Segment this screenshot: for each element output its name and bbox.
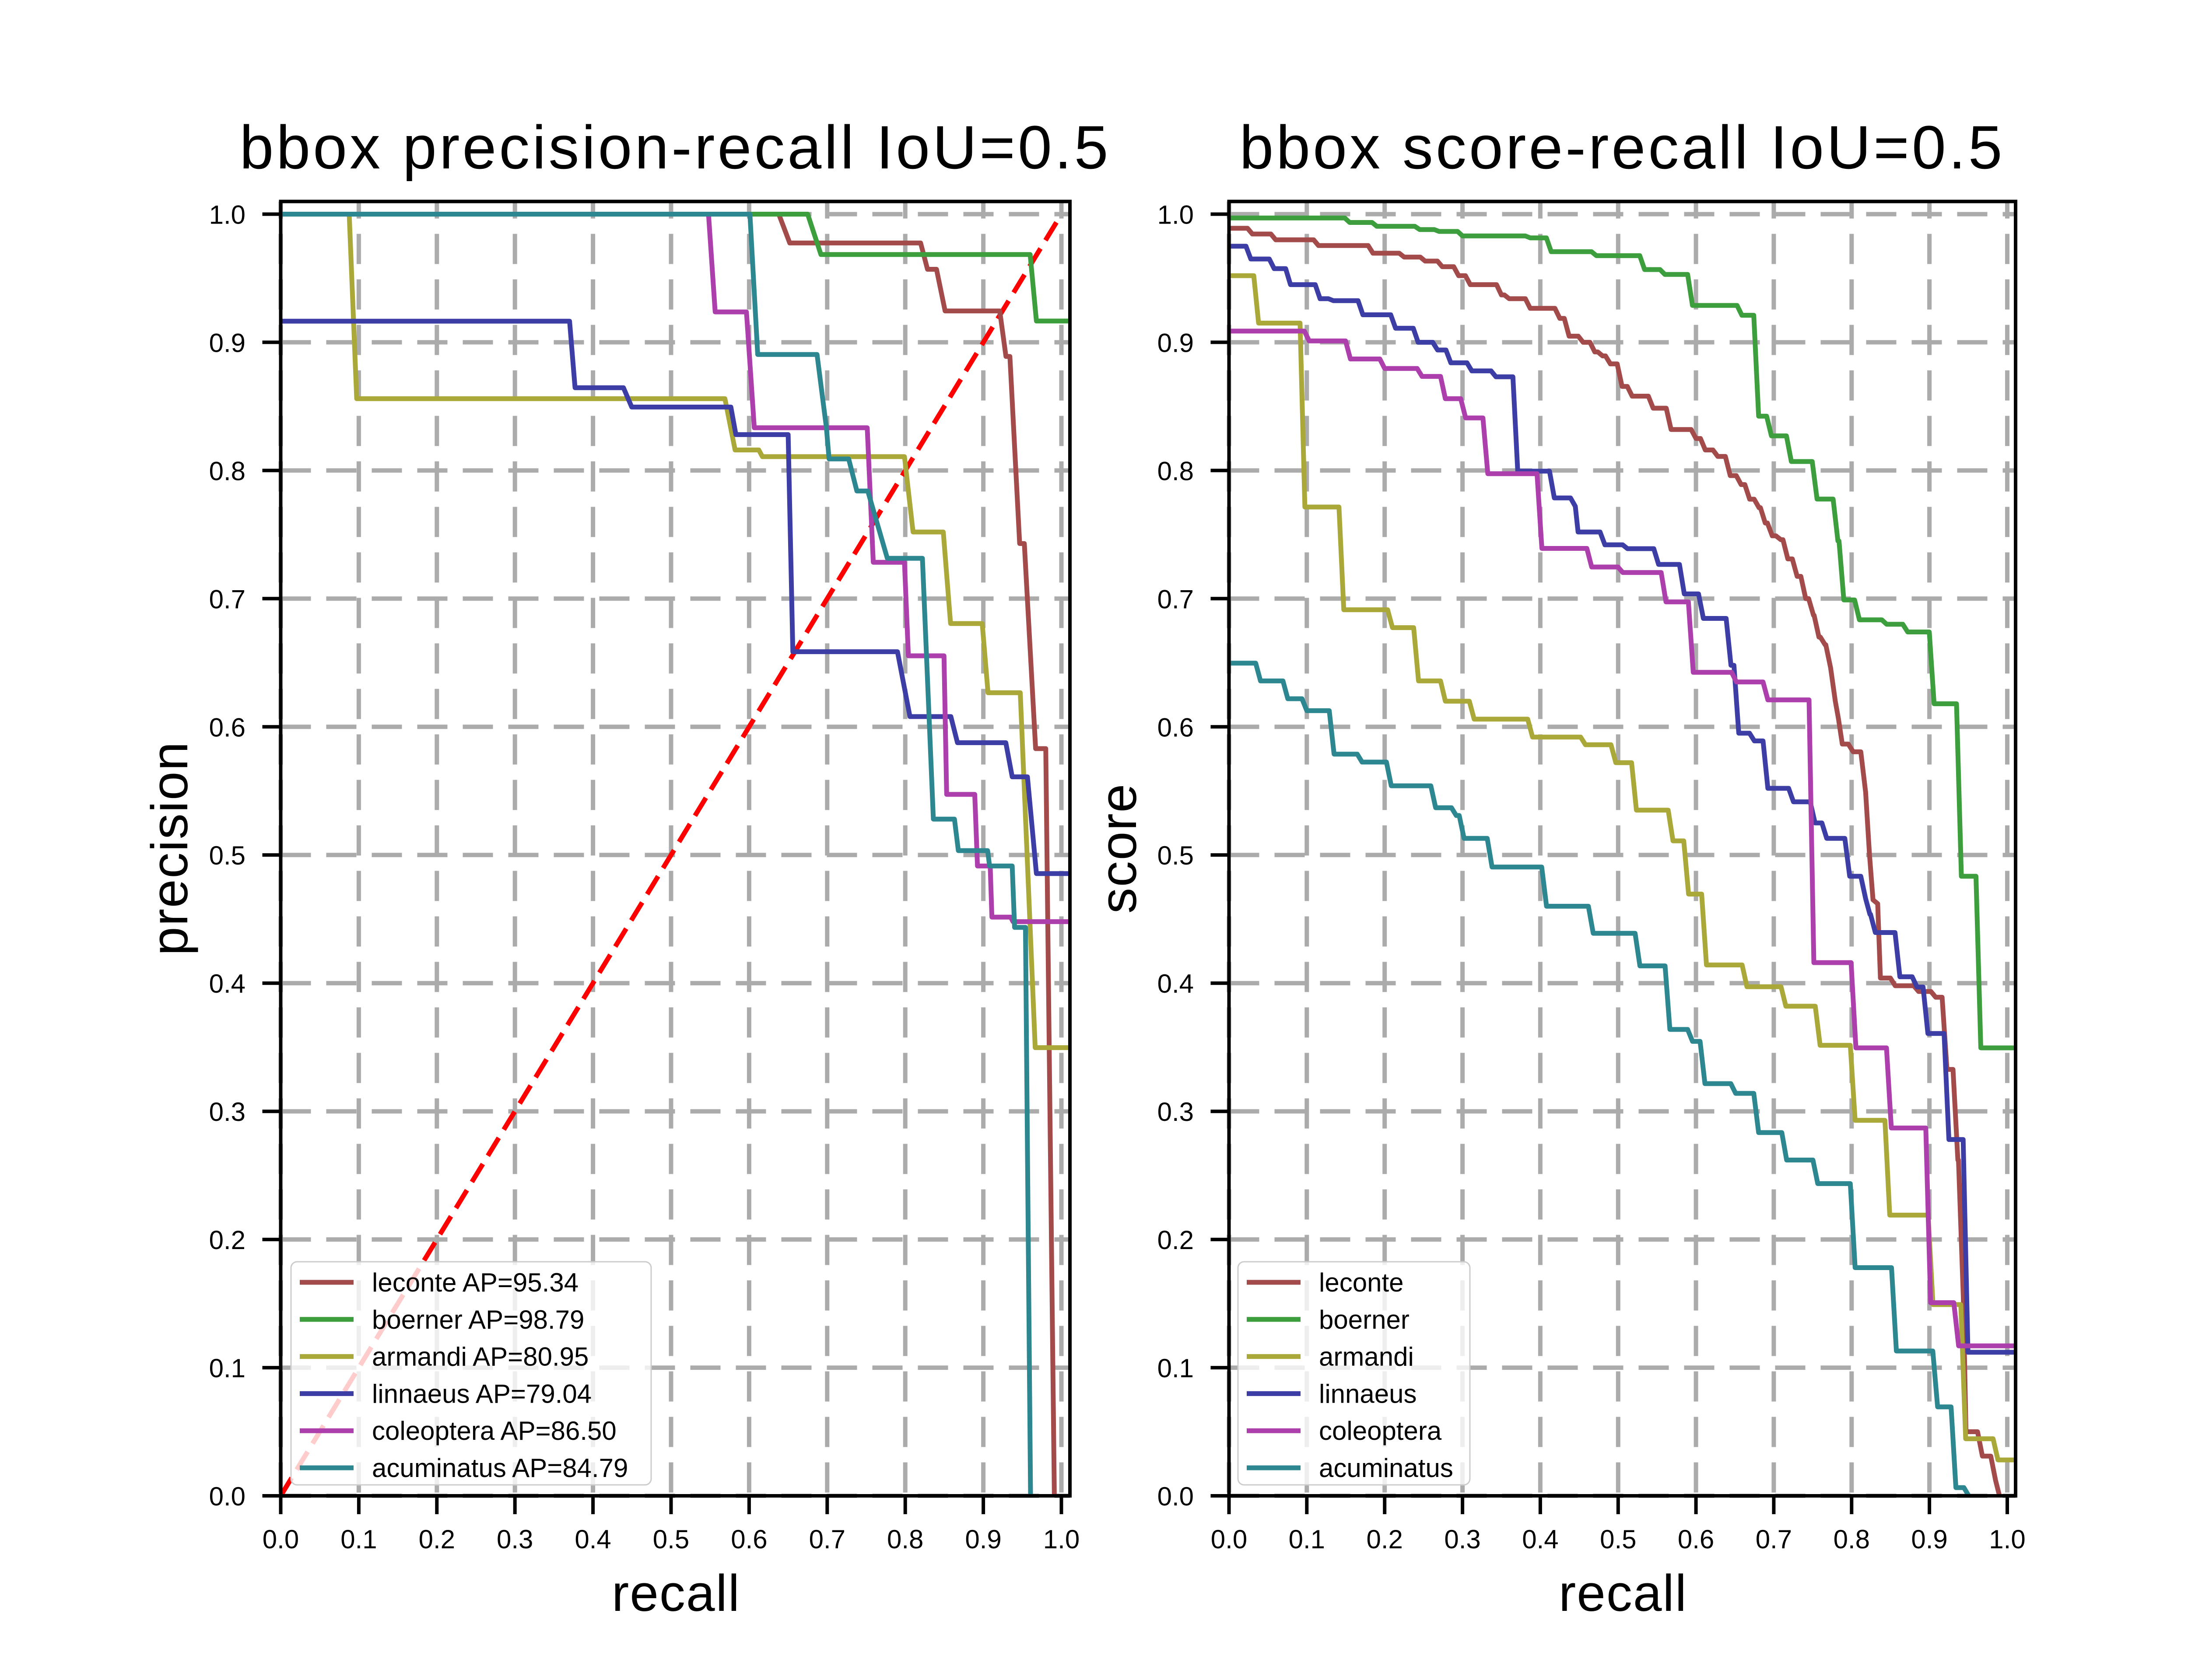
- svg-text:0.7: 0.7: [809, 1525, 845, 1554]
- svg-text:0.9: 0.9: [965, 1525, 1001, 1554]
- svg-text:linnaeus: linnaeus: [1319, 1379, 1417, 1408]
- svg-text:0.0: 0.0: [209, 1482, 245, 1511]
- svg-text:0.6: 0.6: [731, 1525, 767, 1554]
- svg-text:leconte AP=95.34: leconte AP=95.34: [372, 1268, 579, 1297]
- svg-text:1.0: 1.0: [209, 200, 245, 230]
- svg-text:0.2: 0.2: [1157, 1225, 1194, 1255]
- svg-text:coleoptera AP=86.50: coleoptera AP=86.50: [372, 1416, 617, 1446]
- svg-text:0.5: 0.5: [1157, 841, 1194, 870]
- svg-text:0.6: 0.6: [1157, 713, 1194, 742]
- svg-text:0.2: 0.2: [1366, 1525, 1403, 1554]
- svg-text:0.1: 0.1: [209, 1354, 245, 1383]
- svg-text:score: score: [1090, 783, 1147, 914]
- svg-text:acuminatus: acuminatus: [1319, 1453, 1453, 1483]
- svg-text:0.6: 0.6: [209, 713, 245, 742]
- svg-text:0.9: 0.9: [1911, 1525, 1947, 1554]
- svg-text:1.0: 1.0: [1157, 200, 1194, 230]
- svg-text:0.2: 0.2: [419, 1525, 455, 1554]
- svg-text:0.1: 0.1: [340, 1525, 377, 1554]
- svg-text:0.3: 0.3: [497, 1525, 533, 1554]
- svg-text:0.5: 0.5: [209, 841, 245, 870]
- svg-text:0.6: 0.6: [1678, 1525, 1714, 1554]
- svg-text:precision: precision: [141, 741, 199, 956]
- svg-text:0.0: 0.0: [1157, 1482, 1194, 1511]
- svg-text:linnaeus AP=79.04: linnaeus AP=79.04: [372, 1379, 592, 1408]
- svg-text:1.0: 1.0: [1989, 1525, 2025, 1554]
- svg-text:0.0: 0.0: [263, 1525, 299, 1554]
- svg-text:0.9: 0.9: [209, 328, 245, 357]
- svg-text:0.4: 0.4: [1157, 969, 1194, 998]
- svg-text:armandi: armandi: [1319, 1342, 1414, 1372]
- svg-text:0.5: 0.5: [653, 1525, 689, 1554]
- svg-text:0.4: 0.4: [1522, 1525, 1558, 1554]
- svg-text:recall: recall: [612, 1564, 740, 1622]
- svg-text:0.9: 0.9: [1157, 328, 1194, 357]
- svg-text:0.8: 0.8: [1834, 1525, 1870, 1554]
- svg-text:0.7: 0.7: [1157, 584, 1194, 614]
- svg-text:0.5: 0.5: [1600, 1525, 1636, 1554]
- svg-text:0.3: 0.3: [1157, 1097, 1194, 1127]
- svg-text:0.4: 0.4: [575, 1525, 611, 1554]
- svg-text:0.3: 0.3: [209, 1097, 245, 1127]
- svg-text:bbox precision-recall IoU=0.5: bbox precision-recall IoU=0.5: [239, 113, 1111, 182]
- svg-text:bbox score-recall IoU=0.5: bbox score-recall IoU=0.5: [1239, 113, 2005, 182]
- svg-text:recall: recall: [1559, 1564, 1687, 1622]
- svg-text:0.8: 0.8: [209, 456, 245, 486]
- svg-text:0.7: 0.7: [209, 584, 245, 614]
- svg-text:0.3: 0.3: [1444, 1525, 1480, 1554]
- svg-text:coleoptera: coleoptera: [1319, 1416, 1442, 1446]
- svg-text:armandi AP=80.95: armandi AP=80.95: [372, 1342, 589, 1372]
- svg-text:0.0: 0.0: [1211, 1525, 1247, 1554]
- svg-text:boerner AP=98.79: boerner AP=98.79: [372, 1305, 584, 1334]
- svg-text:acuminatus AP=84.79: acuminatus AP=84.79: [372, 1453, 628, 1483]
- svg-text:1.0: 1.0: [1043, 1525, 1080, 1554]
- svg-text:leconte: leconte: [1319, 1268, 1403, 1297]
- svg-text:0.1: 0.1: [1157, 1354, 1194, 1383]
- svg-text:0.7: 0.7: [1756, 1525, 1792, 1554]
- svg-text:0.1: 0.1: [1289, 1525, 1325, 1554]
- svg-text:0.2: 0.2: [209, 1225, 245, 1255]
- svg-text:0.8: 0.8: [887, 1525, 923, 1554]
- svg-text:0.8: 0.8: [1157, 456, 1194, 486]
- svg-text:boerner: boerner: [1319, 1305, 1410, 1334]
- svg-text:0.4: 0.4: [209, 969, 245, 998]
